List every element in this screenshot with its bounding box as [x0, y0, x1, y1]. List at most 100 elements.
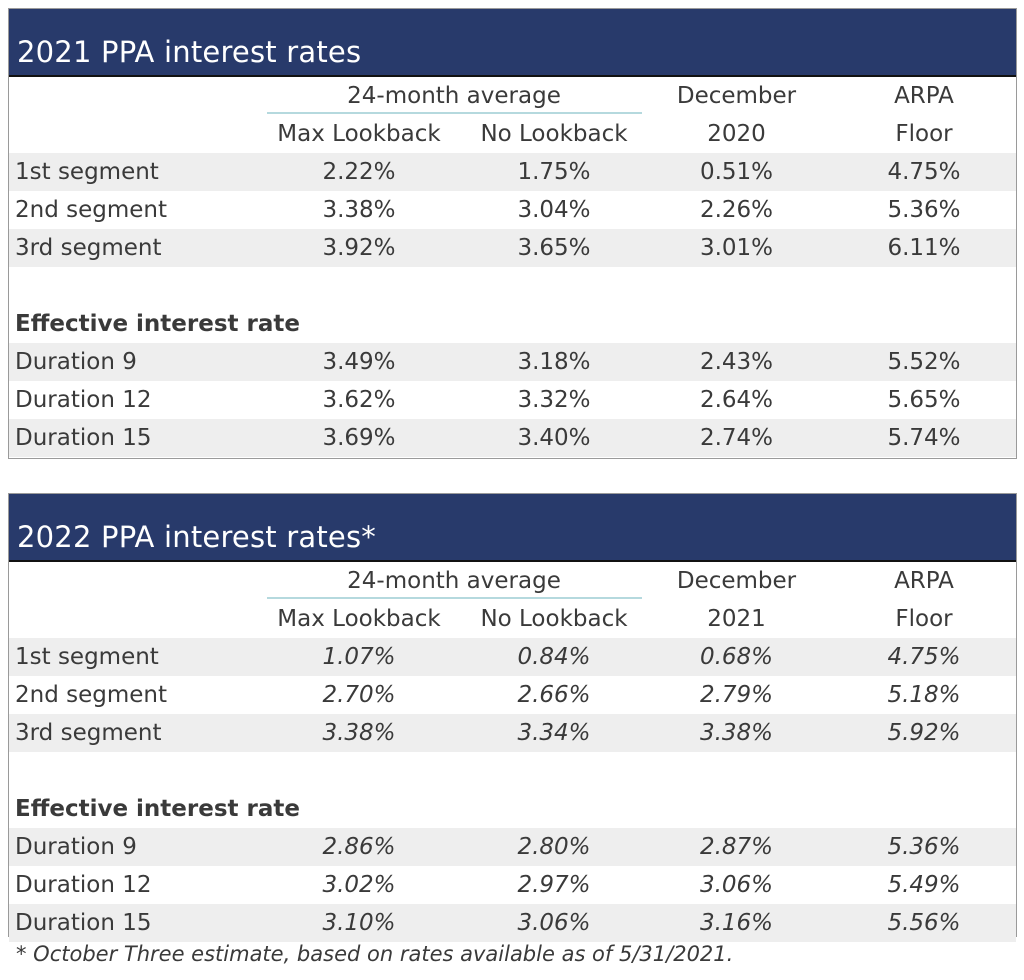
- row-label: Duration 9: [15, 834, 137, 860]
- no-lookback-value: 3.18%: [517, 349, 591, 375]
- max-lookback-value: 3.92%: [322, 235, 396, 261]
- row-label: Duration 12: [15, 872, 152, 898]
- max-lookback-value: 3.38%: [322, 720, 396, 746]
- no-lookback-value: 2.97%: [517, 872, 591, 898]
- december-value: 2.87%: [699, 834, 774, 860]
- december-value: 0.51%: [699, 159, 774, 185]
- floor-header: Floor: [895, 121, 953, 147]
- no-lookback-header: No Lookback: [480, 121, 628, 147]
- table-row: Duration 9 2.86% 2.80% 2.87% 5.36%: [9, 828, 1016, 866]
- arpa-floor-value: 5.65%: [887, 387, 961, 413]
- arpa-floor-value: 5.36%: [887, 197, 961, 223]
- december-value: 3.16%: [699, 910, 774, 936]
- no-lookback-value: 0.84%: [517, 644, 591, 670]
- max-lookback-value: 2.70%: [322, 682, 396, 708]
- max-lookback-value: 2.22%: [322, 159, 396, 185]
- arpa-floor-value: 5.49%: [887, 872, 961, 898]
- december-value: 2.74%: [699, 425, 774, 451]
- december-value: 2.43%: [699, 349, 774, 375]
- table-row: Duration 9 3.49% 3.18% 2.43% 5.52%: [9, 343, 1016, 381]
- footnote: * October Three estimate, based on rates…: [16, 942, 734, 966]
- arpa-floor-value: 5.74%: [887, 425, 961, 451]
- arpa-floor-value: 5.52%: [887, 349, 961, 375]
- row-label: Duration 12: [15, 387, 152, 413]
- max-lookback-header: Max Lookback: [277, 121, 441, 147]
- arpa-floor-value: 4.75%: [887, 159, 961, 185]
- row-label: 1st segment: [15, 644, 159, 670]
- avg-header-underline: [267, 597, 642, 599]
- december-value: 3.06%: [699, 872, 774, 898]
- arpa-floor-value: 6.11%: [887, 235, 961, 261]
- arpa-floor-value: 5.36%: [887, 834, 961, 860]
- december-value: 2.79%: [699, 682, 774, 708]
- table-row: 3rd segment 3.92% 3.65% 3.01% 6.11%: [9, 229, 1016, 267]
- max-lookback-value: 3.69%: [322, 425, 396, 451]
- row-label: Duration 15: [15, 425, 152, 451]
- table-row: 3rd segment 3.38% 3.34% 3.38% 5.92%: [9, 714, 1016, 752]
- max-lookback-value: 2.86%: [322, 834, 396, 860]
- arpa-floor-value: 5.56%: [887, 910, 961, 936]
- effective-rate-heading: Effective interest rate: [15, 311, 300, 337]
- no-lookback-value: 2.66%: [517, 682, 591, 708]
- no-lookback-value: 3.34%: [517, 720, 591, 746]
- table-title-bar: 2022 PPA interest rates*: [9, 494, 1016, 562]
- no-lookback-value: 3.32%: [517, 387, 591, 413]
- december-value: 3.38%: [699, 720, 774, 746]
- section-heading-row: Effective interest rate: [9, 305, 1016, 343]
- max-lookback-header: Max Lookback: [277, 606, 441, 632]
- row-spacer: [9, 267, 1016, 305]
- row-label: 1st segment: [15, 159, 159, 185]
- max-lookback-value: 3.10%: [322, 910, 396, 936]
- row-label: Duration 15: [15, 910, 152, 936]
- avg-header: 24-month average: [347, 83, 561, 109]
- header-row-2: Max Lookback No Lookback 2021 Floor: [9, 600, 1016, 638]
- avg-header-underline: [267, 112, 642, 114]
- table-2022-ppa-rates: 2022 PPA interest rates* 24-month averag…: [8, 493, 1017, 942]
- table-row: 1st segment 2.22% 1.75% 0.51% 4.75%: [9, 153, 1016, 191]
- header-row-2: Max Lookback No Lookback 2020 Floor: [9, 115, 1016, 153]
- table-title: 2022 PPA interest rates*: [17, 520, 376, 554]
- table-row: Duration 12 3.02% 2.97% 3.06% 5.49%: [9, 866, 1016, 904]
- december-year-header: 2021: [707, 606, 766, 632]
- table-title: 2021 PPA interest rates: [17, 35, 362, 69]
- row-spacer: [9, 752, 1016, 790]
- december-header: December: [676, 568, 797, 594]
- no-lookback-value: 3.04%: [517, 197, 591, 223]
- table-2021-ppa-rates: 2021 PPA interest rates 24-month average…: [8, 8, 1017, 459]
- table-row: Duration 15 3.69% 3.40% 2.74% 5.74%: [9, 419, 1016, 457]
- table-row: 2nd segment 3.38% 3.04% 2.26% 5.36%: [9, 191, 1016, 229]
- row-label: 2nd segment: [15, 197, 168, 223]
- max-lookback-value: 3.49%: [322, 349, 396, 375]
- december-value: 2.64%: [699, 387, 774, 413]
- row-label: 2nd segment: [15, 682, 168, 708]
- table-row: 2nd segment 2.70% 2.66% 2.79% 5.18%: [9, 676, 1016, 714]
- header-row-1: 24-month average December ARPA: [9, 77, 1016, 115]
- no-lookback-value: 3.65%: [517, 235, 591, 261]
- effective-rate-heading: Effective interest rate: [15, 796, 300, 822]
- row-label: Duration 9: [15, 349, 137, 375]
- december-value: 3.01%: [699, 235, 774, 261]
- table-row: 1st segment 1.07% 0.84% 0.68% 4.75%: [9, 638, 1016, 676]
- table-title-bar: 2021 PPA interest rates: [9, 9, 1016, 77]
- header-row-1: 24-month average December ARPA: [9, 562, 1016, 600]
- arpa-floor-value: 5.92%: [887, 720, 961, 746]
- section-heading-row: Effective interest rate: [9, 790, 1016, 828]
- arpa-floor-value: 4.75%: [887, 644, 961, 670]
- floor-header: Floor: [895, 606, 953, 632]
- table-row: Duration 15 3.10% 3.06% 3.16% 5.56%: [9, 904, 1016, 942]
- row-label: 3rd segment: [15, 720, 162, 746]
- avg-header: 24-month average: [347, 568, 561, 594]
- no-lookback-value: 2.80%: [517, 834, 591, 860]
- arpa-header: ARPA: [894, 568, 954, 594]
- no-lookback-value: 3.40%: [517, 425, 591, 451]
- row-label: 3rd segment: [15, 235, 162, 261]
- table-row: Duration 12 3.62% 3.32% 2.64% 5.65%: [9, 381, 1016, 419]
- no-lookback-value: 1.75%: [517, 159, 591, 185]
- december-value: 0.68%: [699, 644, 774, 670]
- no-lookback-value: 3.06%: [517, 910, 591, 936]
- max-lookback-value: 1.07%: [322, 644, 396, 670]
- max-lookback-value: 3.38%: [322, 197, 396, 223]
- max-lookback-value: 3.02%: [322, 872, 396, 898]
- no-lookback-header: No Lookback: [480, 606, 628, 632]
- arpa-floor-value: 5.18%: [887, 682, 961, 708]
